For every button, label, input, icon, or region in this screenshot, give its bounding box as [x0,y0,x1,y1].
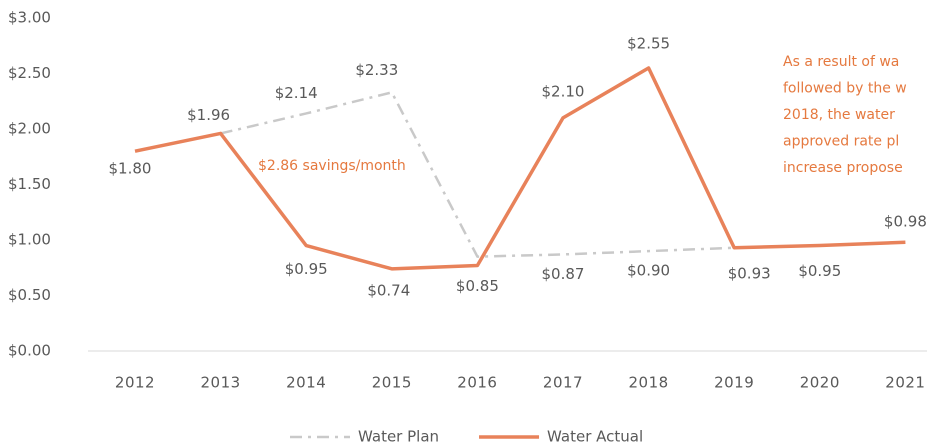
data-label: $2.14 [275,84,318,102]
side-note: As a result of wa [783,54,899,70]
x-tick-label: 2017 [543,374,583,392]
x-tick-label: 2019 [714,374,754,392]
x-tick-label: 2012 [115,374,155,392]
legend-label: Water Plan [358,428,439,446]
legend-label: Water Actual [547,428,643,446]
y-tick-label: $3.00 [8,9,51,27]
data-label: $2.10 [542,82,585,100]
y-tick-label: $0.00 [8,342,51,360]
data-label: $0.95 [798,262,841,280]
side-note: followed by the w [783,81,907,97]
data-label: $1.96 [187,106,230,124]
side-note: 2018, the water [783,107,895,123]
data-label: $0.98 [884,213,927,231]
y-tick-label: $2.00 [8,120,51,138]
x-tick-label: 2014 [286,374,326,392]
annotation: $2.86 savings/month [258,158,406,174]
data-label: $2.33 [355,61,398,79]
side-note: increase propose [783,160,903,176]
y-tick-label: $0.50 [8,286,51,304]
x-tick-label: 2020 [800,374,840,392]
y-tick-label: $1.50 [8,175,51,193]
data-label: $0.93 [728,264,771,282]
y-tick-label: $1.00 [8,231,51,249]
data-label: $0.90 [627,262,670,280]
series-line [134,66,906,271]
y-tick-label: $2.50 [8,64,51,82]
data-label: $0.85 [456,277,499,295]
x-tick-label: 2021 [885,374,925,392]
data-label: $1.80 [109,160,152,178]
data-label: $0.74 [367,281,410,299]
series-line [220,91,735,258]
x-tick-label: 2015 [372,374,412,392]
x-tick-label: 2013 [201,374,241,392]
data-label: $0.87 [542,265,585,283]
x-tick-label: 2018 [629,374,669,392]
data-label: $0.95 [285,260,328,278]
data-label: $2.55 [627,34,670,52]
x-tick-label: 2016 [457,374,497,392]
side-note: approved rate pl [783,134,899,150]
